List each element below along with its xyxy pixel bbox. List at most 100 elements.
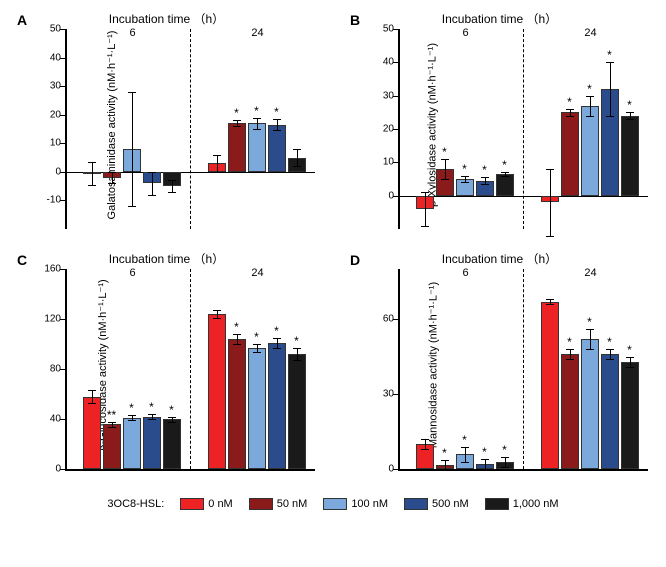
bar [268, 343, 286, 469]
bar [228, 339, 246, 469]
significance-marker: * [294, 334, 299, 348]
y-tick-line [60, 115, 65, 116]
error-cap [421, 449, 429, 450]
group-divider [523, 29, 524, 229]
error-bar [257, 118, 258, 129]
error-cap [461, 462, 469, 463]
significance-marker: * [607, 335, 612, 349]
plot-area: 040801201606*****24**** [65, 269, 315, 469]
error-cap [148, 195, 156, 196]
legend-swatch [404, 498, 428, 510]
significance-marker: * [567, 95, 572, 109]
error-bar [610, 62, 611, 115]
error-cap [441, 460, 449, 461]
error-cap [441, 179, 449, 180]
error-cap [273, 130, 281, 131]
y-tick-line [393, 162, 398, 163]
error-cap [461, 447, 469, 448]
error-cap [108, 172, 116, 173]
error-cap [481, 469, 489, 470]
error-cap [566, 109, 574, 110]
legend-item: 100 nM [323, 498, 388, 510]
error-cap [441, 470, 449, 471]
error-cap [461, 176, 469, 177]
error-cap [481, 459, 489, 460]
error-cap [546, 169, 554, 170]
bar [248, 348, 266, 469]
error-bar [297, 348, 298, 361]
significance-marker: * [234, 320, 239, 334]
error-cap [233, 120, 241, 121]
error-cap [168, 417, 176, 418]
y-tick-line [393, 394, 398, 395]
error-cap [626, 119, 634, 120]
error-bar [485, 459, 486, 469]
bar [581, 339, 599, 469]
significance-marker: * [149, 400, 154, 414]
legend-label: 0 nM [208, 498, 232, 510]
y-tick-line [393, 29, 398, 30]
y-axis [398, 29, 400, 229]
error-bar [570, 349, 571, 359]
group-label: 24 [584, 27, 596, 39]
significance-marker: * [462, 162, 467, 176]
error-bar [445, 460, 446, 470]
significance-marker: ** [107, 408, 116, 422]
panel-label: B [350, 12, 360, 28]
bar [621, 362, 639, 470]
panel-D: DIncubation time （h）Mannosidase activity… [348, 250, 651, 480]
error-cap [421, 226, 429, 227]
error-cap [566, 349, 574, 350]
panel-C: CIncubation time （h）β-Glucosidase activi… [15, 250, 318, 480]
error-cap [168, 180, 176, 181]
error-bar [277, 119, 278, 130]
error-cap [233, 344, 241, 345]
error-cap [213, 310, 221, 311]
error-bar [152, 172, 153, 195]
error-cap [128, 420, 136, 421]
bar [208, 314, 226, 469]
error-cap [546, 299, 554, 300]
error-bar [550, 169, 551, 236]
error-bar [425, 192, 426, 225]
error-bar [505, 457, 506, 467]
error-cap [566, 116, 574, 117]
plot-title: Incubation time （h） [348, 250, 651, 267]
panel-label: C [17, 252, 27, 268]
plot-area: -1001020304050624*** [65, 29, 315, 229]
error-bar [132, 92, 133, 206]
significance-marker: * [254, 104, 259, 118]
significance-marker: * [442, 145, 447, 159]
significance-marker: * [274, 105, 279, 119]
error-cap [168, 192, 176, 193]
significance-marker: * [567, 335, 572, 349]
panel-label: A [17, 12, 27, 28]
significance-marker: * [234, 106, 239, 120]
error-cap [293, 149, 301, 150]
group-divider [190, 269, 191, 469]
error-cap [213, 172, 221, 173]
legend-item: 50 nM [249, 498, 308, 510]
error-cap [586, 116, 594, 117]
group-label: 6 [129, 27, 135, 39]
group-label: 24 [251, 267, 263, 279]
bar [163, 419, 181, 469]
legend-item: 0 nM [180, 498, 232, 510]
y-tick-line [60, 29, 65, 30]
error-bar [610, 349, 611, 359]
error-cap [128, 206, 136, 207]
error-cap [213, 318, 221, 319]
error-bar [297, 149, 298, 166]
error-cap [273, 348, 281, 349]
error-cap [626, 112, 634, 113]
error-cap [586, 349, 594, 350]
error-cap [293, 360, 301, 361]
error-cap [586, 96, 594, 97]
panel-A: AIncubation time （h）Galatosaminidase act… [15, 10, 318, 240]
y-tick-line [60, 369, 65, 370]
y-tick-line [393, 319, 398, 320]
x-axis [65, 469, 315, 471]
significance-marker: * [482, 445, 487, 459]
significance-marker: * [462, 433, 467, 447]
significance-marker: * [627, 98, 632, 112]
